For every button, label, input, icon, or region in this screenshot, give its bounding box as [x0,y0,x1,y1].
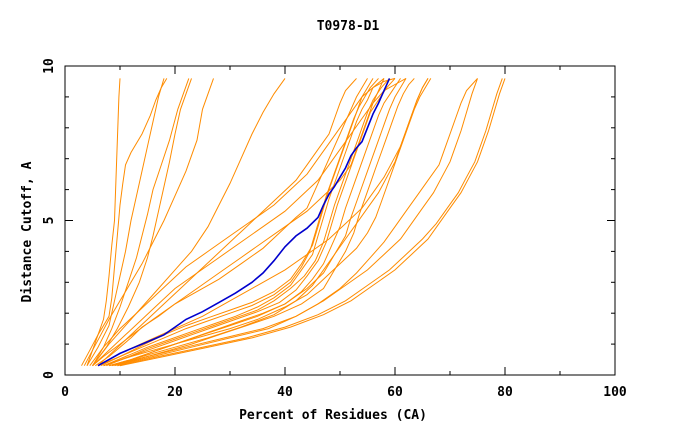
series-line-26 [89,77,396,366]
x-tick-label: 0 [61,385,69,400]
series-line-25 [92,77,407,367]
chart-title: T0978-D1 [317,19,380,34]
series-line-3 [86,78,165,366]
series-line-6 [83,78,214,366]
series-line-17 [111,78,415,367]
x-tick-label: 40 [277,385,293,400]
x-tick-label: 60 [387,385,403,400]
series-line-2 [86,78,121,366]
series-line-14 [106,78,396,367]
axis-ticks: 0 20 40 60 80 100 0 5 10 [42,58,627,400]
plot-frame [64,65,616,376]
series-line-4 [92,78,190,366]
series-line-8 [95,78,368,367]
series-line-24 [97,78,429,367]
series-line-16 [108,78,407,367]
plot-lines [81,77,506,367]
y-tick-label: 0 [42,371,57,379]
series-line-13 [103,78,390,367]
series-line-22 [119,78,506,367]
series-line-7 [92,78,286,367]
y-tick-label: 10 [42,58,57,74]
series-line-23 [117,78,503,367]
series-line-5 [92,78,192,366]
y-tick-label: 5 [42,217,57,225]
series-line-11 [100,78,379,367]
series-line-27 [97,78,357,367]
series-line-19 [103,78,432,367]
series-line-9 [92,78,385,367]
y-axis-label: Distance Cutoff, A [20,161,35,302]
x-tick-label: 80 [497,385,513,400]
x-axis-label: Percent of Residues (CA) [239,408,427,423]
x-tick-label: 100 [603,385,627,400]
x-tick-label: 20 [167,385,183,400]
series-line-12 [103,78,385,367]
series-line-highlight [97,78,391,367]
series-line-1 [81,78,168,366]
series-line-21 [108,78,478,367]
series-line-20 [114,78,478,367]
